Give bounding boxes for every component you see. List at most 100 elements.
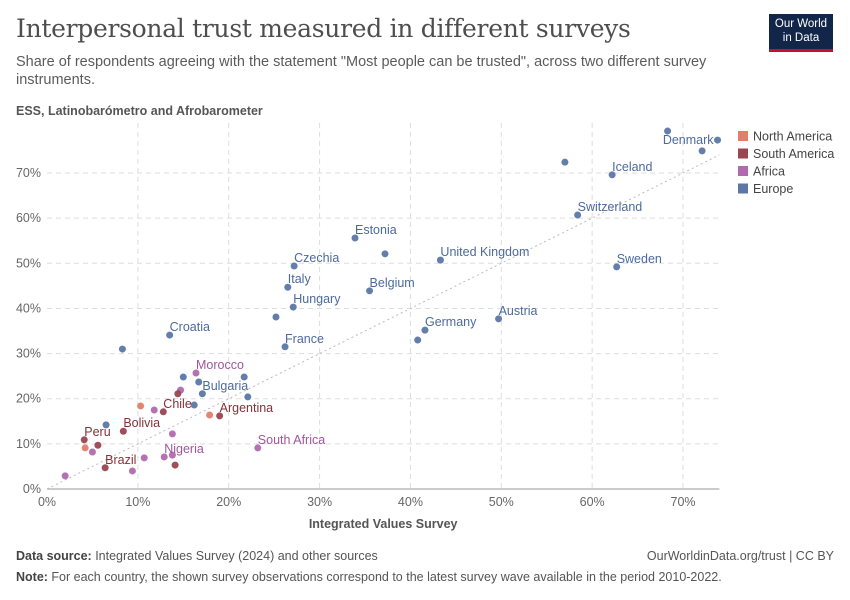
point-label: Denmark [663, 133, 714, 147]
x-tick-label: 0% [38, 495, 56, 509]
point-label: United Kingdom [440, 245, 529, 259]
data-point [206, 411, 214, 419]
point-label: Bulgaria [202, 379, 248, 393]
point-label: Nigeria [164, 442, 204, 456]
point-label: Argentina [220, 401, 274, 415]
data-point [137, 402, 145, 410]
data-point [192, 369, 200, 377]
legend-swatch [738, 148, 748, 159]
data-point [698, 147, 706, 155]
data-point [290, 262, 298, 270]
data-point [664, 127, 672, 135]
data-point [168, 430, 176, 438]
y-tick-label: 10% [16, 437, 41, 451]
data-point [608, 171, 616, 179]
data-point [381, 250, 389, 258]
legend-swatch [738, 166, 748, 176]
x-tick-label: 40% [398, 495, 423, 509]
data-point [94, 441, 102, 449]
point-label: Switzerland [578, 200, 643, 214]
owid-logo[interactable]: Our World in Data [769, 14, 833, 52]
x-tick-label: 20% [216, 495, 241, 509]
data-point [80, 436, 88, 444]
y-tick-label: 0% [23, 482, 41, 496]
y-tick-label: 20% [16, 392, 41, 406]
point-label: Belgium [370, 276, 415, 290]
data-point [174, 390, 182, 398]
data-point [118, 345, 126, 353]
data-point [179, 373, 187, 381]
data-point [495, 315, 503, 323]
point-label: Brazil [105, 453, 136, 467]
data-source-label: ESS, Latinobarómetro and Afrobarometer [16, 104, 263, 118]
data-point [436, 256, 444, 264]
data-point [198, 390, 206, 398]
point-label: Italy [288, 272, 312, 286]
point-label: South Africa [258, 433, 325, 447]
x-tick-label: 70% [671, 495, 696, 509]
data-point [272, 313, 280, 321]
data-point [366, 287, 374, 295]
y-tick-label: 40% [16, 301, 41, 315]
legend-label: Europe [753, 182, 793, 196]
legend-swatch [738, 131, 748, 141]
note-prefix: Note: [16, 570, 48, 584]
point-label: Sweden [617, 252, 662, 266]
data-point [574, 211, 582, 219]
x-tick-label: 60% [580, 495, 605, 509]
data-point [81, 444, 89, 452]
data-point [166, 331, 174, 339]
data-point [61, 472, 69, 480]
data-point [190, 401, 198, 409]
point-label: France [285, 332, 324, 346]
legend-swatch [738, 183, 748, 194]
data-point [150, 406, 158, 414]
data-point [284, 283, 292, 291]
data-point [140, 454, 148, 462]
x-tick-label: 30% [307, 495, 332, 509]
data-point [160, 453, 168, 461]
data-point [351, 234, 359, 242]
data-point [88, 448, 96, 456]
footer-source: Data source: Integrated Values Survey (2… [16, 549, 378, 563]
data-point [168, 451, 176, 459]
x-tick-label: 50% [489, 495, 514, 509]
point-label: Morocco [196, 358, 244, 372]
data-point [414, 336, 422, 344]
point-label: Iceland [612, 160, 652, 174]
point-label: Germany [425, 315, 477, 329]
note-text: For each country, the shown survey obser… [47, 570, 722, 584]
point-label: Czechia [294, 251, 339, 265]
data-point [613, 263, 621, 271]
data-point [714, 136, 722, 144]
legend-label: Africa [753, 165, 785, 179]
x-axis-label: Integrated Values Survey [309, 517, 458, 531]
source-text[interactable]: Integrated Values Survey (2024) and othe… [91, 549, 378, 563]
point-label: Croatia [170, 320, 210, 334]
data-point [128, 467, 136, 475]
legend-label: North America [753, 130, 832, 144]
y-tick-label: 60% [16, 211, 41, 225]
footer-url[interactable]: OurWorldinData.org/trust | CC BY [646, 549, 834, 563]
data-point [216, 412, 224, 420]
data-point [240, 373, 248, 381]
data-point [281, 343, 289, 351]
data-point [421, 326, 429, 334]
data-point [119, 427, 127, 435]
chart-subtitle: Share of respondents agreeing with the s… [16, 54, 707, 88]
y-tick-label: 30% [16, 347, 41, 361]
y-tick-label: 50% [16, 256, 41, 270]
point-label: Estonia [355, 223, 397, 237]
source-prefix: Data source: [16, 549, 92, 563]
footer-note: Note: For each country, the shown survey… [16, 570, 722, 584]
chart-title: Interpersonal trust measured in differen… [16, 14, 631, 43]
point-label: Chile [163, 397, 192, 411]
data-point [101, 464, 109, 472]
reference-line-y-equals-x [46, 154, 720, 490]
data-point [254, 444, 262, 452]
data-point [102, 421, 110, 429]
point-label: Peru [84, 425, 110, 439]
data-point [171, 461, 179, 469]
data-point [561, 158, 569, 166]
